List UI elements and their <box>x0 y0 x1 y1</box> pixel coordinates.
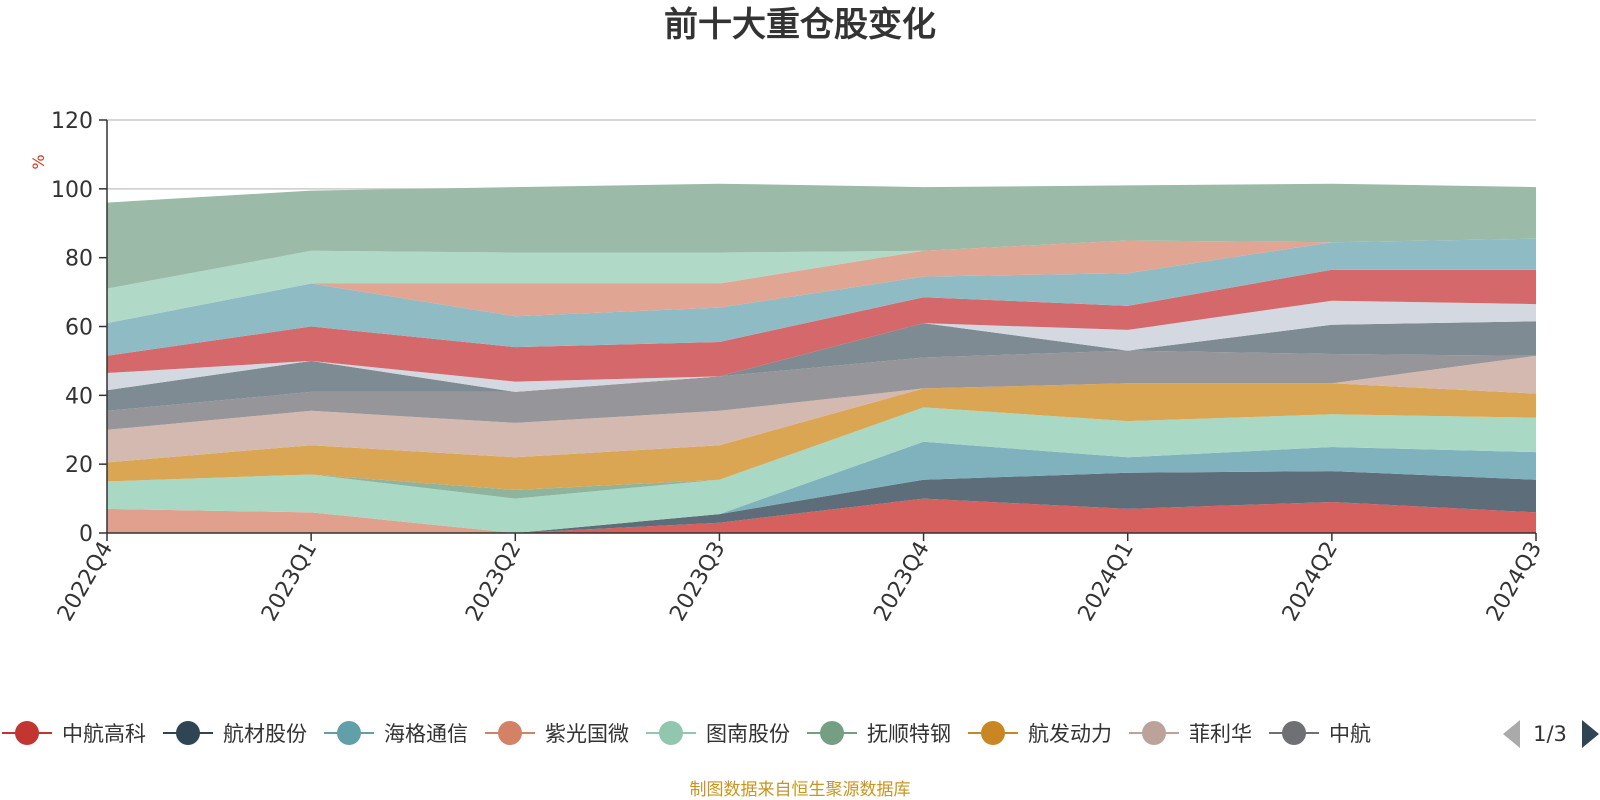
area-series <box>107 183 1536 533</box>
legend-next-page-icon[interactable] <box>1582 720 1599 748</box>
area-series-11 <box>107 300 1536 392</box>
legend-item[interactable]: 抚顺特钢 <box>807 721 951 746</box>
data-source-note: 制图数据来自恒生聚源数据库 <box>690 780 911 800</box>
legend-marker-icon <box>498 721 522 745</box>
legend-item[interactable]: 航发动力 <box>968 721 1112 746</box>
area-series-7 <box>107 383 1536 490</box>
legend-label: 航材股份 <box>223 722 307 746</box>
area-series-14 <box>107 238 1536 324</box>
chart-title: 前十大重仓股变化 <box>664 5 936 45</box>
y-tick-label: 120 <box>51 109 93 134</box>
legend-marker-icon <box>15 721 39 745</box>
area-series-5 <box>107 407 1536 533</box>
area-series-13 <box>107 238 1536 356</box>
area-series-12 <box>107 269 1536 382</box>
legend-marker-icon <box>981 721 1005 745</box>
area-series-9 <box>107 350 1536 430</box>
area-series-15 <box>107 238 1536 324</box>
legend-item[interactable]: 紫光国微 <box>485 721 629 746</box>
x-tick-label: 2023Q3 <box>665 538 730 626</box>
area-series-3 <box>107 441 1536 533</box>
y-tick-label: 20 <box>65 453 93 478</box>
legend-label: 中航 <box>1329 722 1371 746</box>
legend-label: 航发动力 <box>1028 722 1112 746</box>
legend-label: 图南股份 <box>706 722 790 746</box>
legend: 中航高科 航材股份 海格通信 紫光国微 图南股份 抚顺特钢 航发动力 菲利华 中航 1/3 <box>2 720 1599 748</box>
legend-marker-icon <box>1142 721 1166 745</box>
area-series-16 <box>107 183 1536 289</box>
x-tick-label: 2023Q1 <box>257 538 322 626</box>
x-tick-label: 2023Q4 <box>869 538 934 626</box>
y-tick-label: 80 <box>65 247 93 272</box>
x-tick-label: 2024Q2 <box>1278 538 1343 626</box>
legend-item[interactable]: 航材股份 <box>163 721 307 746</box>
legend-item[interactable]: 海格通信 <box>324 721 468 746</box>
legend-marker-icon <box>659 721 683 745</box>
legend-marker-icon <box>1282 721 1306 745</box>
x-tick-label: 2022Q4 <box>53 538 118 626</box>
area-series-2 <box>107 471 1536 533</box>
y-axis-unit: % <box>29 154 48 169</box>
legend-label: 抚顺特钢 <box>867 722 951 746</box>
legend-label: 海格通信 <box>384 722 468 746</box>
legend-label: 菲利华 <box>1189 722 1252 746</box>
x-tick-label: 2023Q2 <box>461 538 526 626</box>
y-tick-label: 100 <box>51 178 93 203</box>
legend-item[interactable]: 菲利华 <box>1129 721 1252 746</box>
legend-marker-icon <box>820 721 844 745</box>
legend-item[interactable]: 中航高科 <box>2 721 146 746</box>
legend-prev-page-icon[interactable] <box>1503 720 1520 748</box>
x-tick-label: 2024Q1 <box>1074 538 1139 626</box>
y-tick-label: 0 <box>79 522 93 547</box>
legend-marker-icon <box>176 721 200 745</box>
legend-marker-icon <box>337 721 361 745</box>
x-tick-label: 2024Q3 <box>1482 538 1547 626</box>
y-tick-label: 40 <box>65 384 93 409</box>
area-series-10 <box>107 321 1536 411</box>
legend-page-indicator: 1/3 <box>1533 722 1567 746</box>
legend-item[interactable]: 中航 <box>1269 721 1371 746</box>
area-series-4 <box>107 441 1536 533</box>
legend-item[interactable]: 图南股份 <box>646 721 790 746</box>
area-series-8 <box>107 355 1536 463</box>
y-tick-label: 60 <box>65 316 93 341</box>
area-series-1 <box>107 498 1536 533</box>
legend-label: 中航高科 <box>62 722 146 746</box>
legend-label: 紫光国微 <box>545 722 629 746</box>
